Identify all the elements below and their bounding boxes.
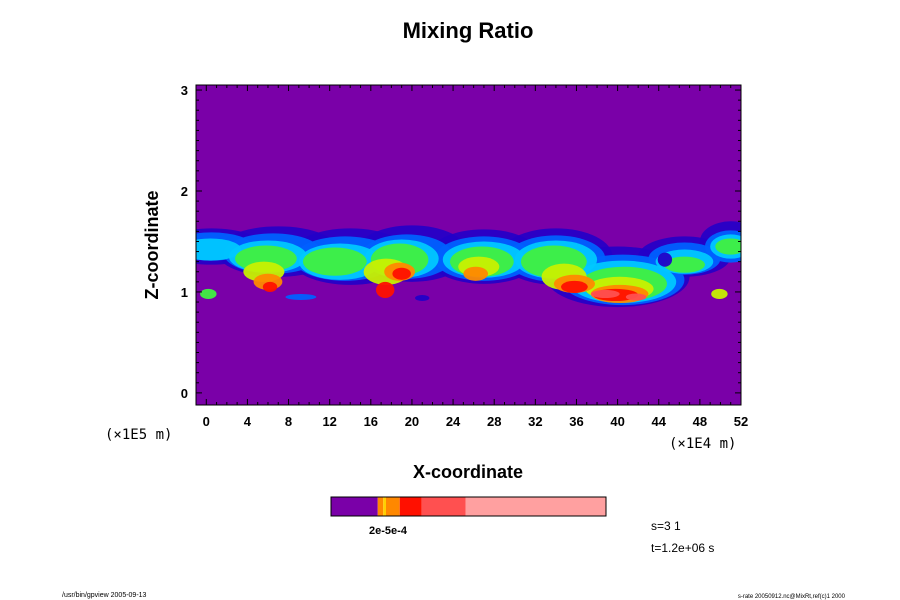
colorbar-label: 2e-5e-4 — [369, 525, 408, 537]
small-feature — [711, 288, 728, 300]
plume-orange — [463, 266, 489, 281]
x-axis-label: X-coordinate — [413, 462, 523, 482]
chart-title: Mixing Ratio — [403, 18, 534, 43]
colorbar-segment — [386, 497, 400, 516]
x-tick-label: 36 — [569, 414, 583, 429]
plume-red — [561, 280, 588, 293]
y-scale-note: (×1E5 m) — [105, 427, 172, 443]
x-tick-label: 16 — [364, 414, 378, 429]
plot-frame — [195, 84, 742, 406]
colorbar-segment — [383, 497, 386, 516]
small-feature — [657, 252, 673, 267]
colorbar-segment — [421, 497, 466, 516]
y-tick-label: 0 — [181, 386, 188, 401]
x-tick-label: 4 — [244, 414, 252, 429]
small-feature — [200, 288, 217, 300]
plume-green — [302, 247, 367, 276]
y-tick-label: 3 — [181, 83, 188, 98]
footer-right: s-rate 20050912.nc@MixRt,ref(c)1 2000 — [738, 594, 846, 600]
x-tick-label: 44 — [652, 414, 667, 429]
plume-red — [375, 281, 395, 298]
footer-left: /usr/bin/gpview 2005-09-13 — [62, 592, 147, 599]
x-tick-label: 0 — [203, 414, 210, 429]
plume-pink — [590, 289, 620, 298]
x-tick-label: 12 — [322, 414, 336, 429]
plume-green — [715, 238, 741, 255]
small-feature — [285, 293, 317, 301]
plume-pink — [625, 293, 647, 301]
plume-red — [262, 281, 278, 292]
step-annotation: s=3 1 — [651, 519, 681, 533]
small-feature — [415, 294, 430, 302]
plume-red — [392, 267, 411, 280]
x-tick-label: 48 — [693, 414, 707, 429]
colorbar-segment — [399, 497, 422, 516]
y-axis-label: Z-coordinate — [142, 190, 162, 299]
x-tick-label: 52 — [734, 414, 748, 429]
x-tick-label: 32 — [528, 414, 542, 429]
y-tick-label: 1 — [181, 285, 188, 300]
x-tick-label: 24 — [446, 414, 461, 429]
y-tick-label: 2 — [181, 184, 188, 199]
plume-green — [663, 256, 706, 273]
colorbar-segment — [377, 497, 384, 516]
x-scale-note: (×1E4 m) — [669, 436, 736, 452]
colorbar-frame — [330, 496, 607, 517]
x-tick-label: 8 — [285, 414, 292, 429]
colorbar-segment — [465, 497, 606, 516]
x-tick-label: 20 — [405, 414, 419, 429]
colorbar-segment — [331, 497, 378, 516]
heatmap-field — [196, 221, 741, 308]
time-annotation: t=1.2e+06 s — [651, 541, 714, 555]
x-tick-label: 40 — [610, 414, 624, 429]
x-tick-label: 28 — [487, 414, 501, 429]
colorbar — [331, 497, 606, 516]
